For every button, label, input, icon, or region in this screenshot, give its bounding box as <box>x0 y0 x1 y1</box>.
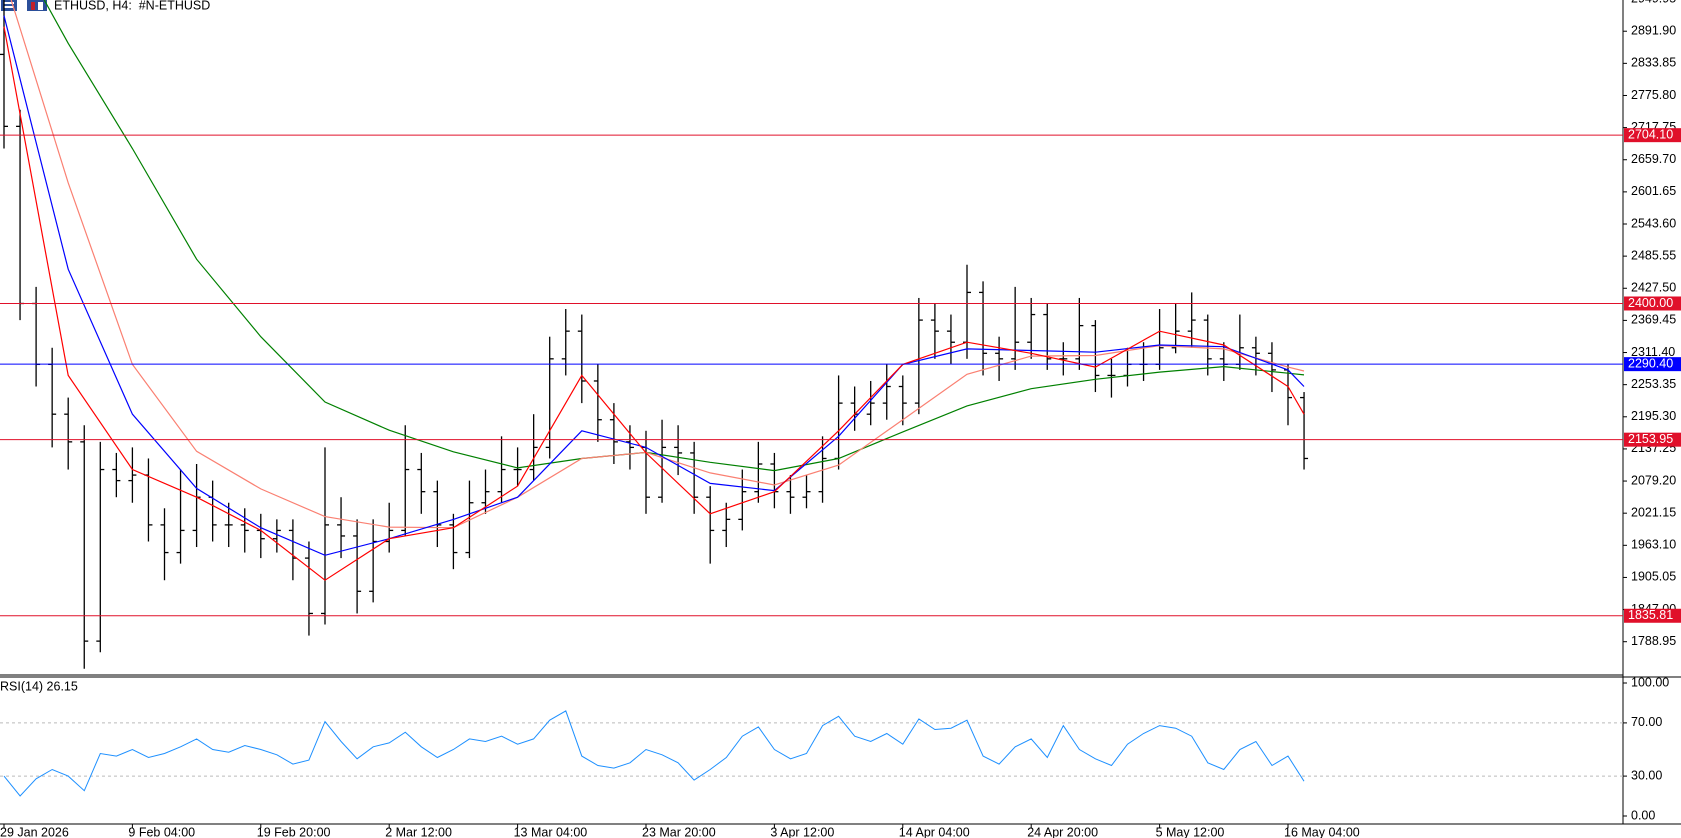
icon <box>1 0 17 11</box>
level-label: 2704.10 <box>1628 127 1673 141</box>
level-label: 2153.95 <box>1628 432 1673 446</box>
y-tick-label: 1905.05 <box>1631 570 1676 584</box>
x-tick-label: 14 Apr 04:00 <box>899 825 970 838</box>
level-label: 1835.81 <box>1628 608 1673 622</box>
symbol-icons <box>1 0 47 11</box>
x-tick-label: 2 Mar 12:00 <box>385 825 452 838</box>
moving-average-line <box>10 0 1305 529</box>
level-label: 2400.00 <box>1628 296 1673 310</box>
x-tick-label: 13 Mar 04:00 <box>514 825 588 838</box>
y-tick-label: 70.00 <box>1631 715 1662 729</box>
y-tick-label: 2601.65 <box>1631 184 1676 198</box>
y-tick-label: 1963.10 <box>1631 538 1676 552</box>
icon <box>4 2 14 4</box>
y-tick-label: 2195.30 <box>1631 409 1676 423</box>
level-label: 2290.40 <box>1628 356 1673 370</box>
level-label-box <box>1624 432 1681 447</box>
y-tick-label: 100.00 <box>1631 675 1669 689</box>
y-tick-label: 2659.70 <box>1631 152 1676 166</box>
x-tick-label: 16 May 04:00 <box>1284 825 1360 838</box>
y-tick-label: 30.00 <box>1631 768 1662 782</box>
moving-average-line <box>3 26 1305 581</box>
level-label-box <box>1624 608 1681 623</box>
y-tick-label: 2369.45 <box>1631 313 1676 327</box>
x-tick-label: 9 Feb 04:00 <box>128 825 195 838</box>
x-tick-label: 23 Mar 20:00 <box>642 825 716 838</box>
y-tick-label: 2775.80 <box>1631 88 1676 102</box>
y-tick-label: 2833.85 <box>1631 56 1676 70</box>
y-tick-label: 2891.90 <box>1631 24 1676 38</box>
chart-title: ETHUSD, H4: #N-ETHUSD <box>54 0 210 12</box>
icon <box>4 6 14 8</box>
x-tick-label: 3 Apr 12:00 <box>770 825 834 838</box>
y-tick-label: 2949.95 <box>1631 0 1676 5</box>
y-tick-label: 2079.20 <box>1631 473 1676 487</box>
icon <box>31 2 35 10</box>
moving-averages <box>3 0 1305 581</box>
x-tick-label: 19 Feb 20:00 <box>257 825 331 838</box>
y-tick-label: 1788.95 <box>1631 634 1676 648</box>
y-tick-label: 2485.55 <box>1631 248 1676 262</box>
y-tick-label: 2427.50 <box>1631 281 1676 295</box>
y-tick-label: 0.00 <box>1631 808 1655 822</box>
y-tick-label: 2543.60 <box>1631 216 1676 230</box>
indicator-title: RSI(14) 26.15 <box>0 679 78 693</box>
bars <box>0 0 1309 669</box>
indicator-line <box>3 710 1305 797</box>
moving-average-line <box>3 15 1305 556</box>
level-label-box <box>1624 128 1681 143</box>
level-label-box <box>1624 357 1681 372</box>
x-tick-label: 29 Jan 2026 <box>0 825 69 838</box>
x-tick-label: 24 Apr 20:00 <box>1027 825 1098 838</box>
moving-average-line <box>43 0 1305 472</box>
y-tick-label: 2021.15 <box>1631 505 1676 519</box>
icon <box>38 2 43 10</box>
y-tick-label: 2253.35 <box>1631 377 1676 391</box>
y-tick-label: 2311.40 <box>1631 345 1675 359</box>
x-tick-label: 5 May 12:00 <box>1156 825 1225 838</box>
level-label-box <box>1624 296 1681 311</box>
icon <box>27 0 47 11</box>
